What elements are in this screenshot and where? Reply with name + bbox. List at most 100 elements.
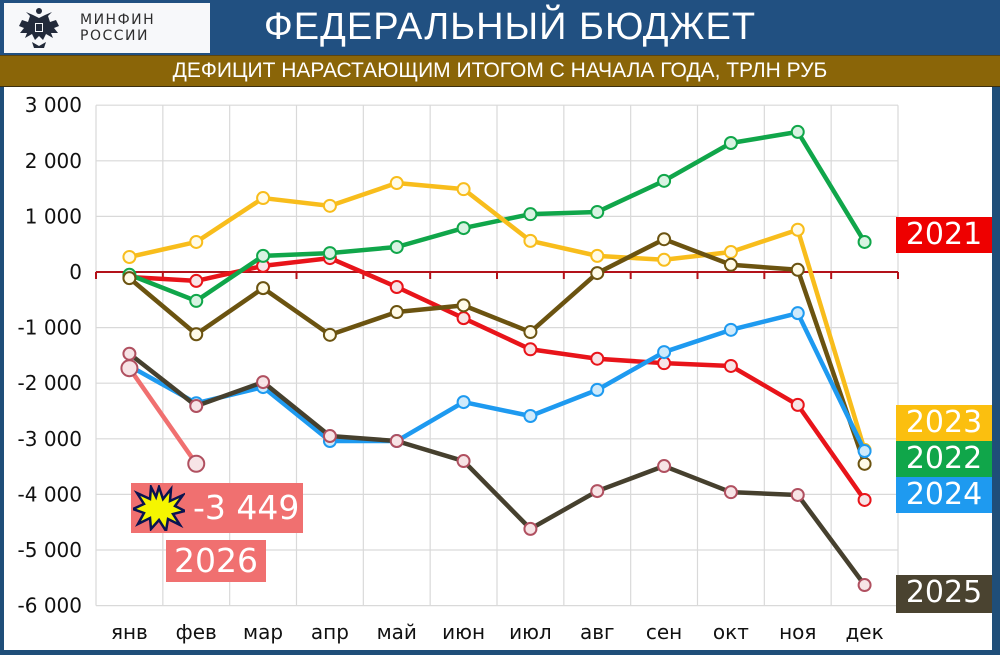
data-point-marker (590, 248, 605, 263)
series-yellow-line (122, 176, 872, 457)
logo-text: МИНФИН РОССИИ (80, 12, 155, 44)
data-point-marker (523, 521, 538, 536)
x-tick-label: май (377, 620, 417, 644)
x-tick-label: окт (713, 620, 749, 644)
annotation-value-box: -3 449 (131, 483, 303, 533)
data-point-marker (122, 271, 137, 286)
y-tick-label: 3 000 (25, 93, 82, 117)
data-point-marker (723, 485, 738, 500)
data-point-marker (523, 207, 538, 222)
data-point-marker (523, 342, 538, 357)
logo-line-1: МИНФИН (80, 12, 156, 28)
data-point-marker (723, 322, 738, 337)
data-point-marker (590, 204, 605, 219)
annotation-value: -3 449 (193, 488, 300, 527)
series-2026 (120, 359, 206, 473)
x-tick-label: авг (580, 620, 615, 644)
data-point-marker (389, 434, 404, 449)
data-point-marker (456, 395, 471, 410)
data-point-marker (523, 325, 538, 340)
data-point-marker (389, 176, 404, 191)
y-tick-label: -2 000 (18, 371, 82, 395)
data-point-marker (456, 311, 471, 326)
x-tick-label: июн (442, 620, 485, 644)
series-2025 (122, 346, 872, 593)
x-tick-label: дек (845, 620, 883, 644)
data-point-marker (590, 266, 605, 281)
series-line (127, 366, 199, 466)
data-point-marker (189, 293, 204, 308)
series-line (128, 180, 867, 451)
data-point-marker (657, 252, 672, 267)
data-point-marker (657, 345, 672, 360)
data-point-marker (120, 359, 139, 378)
series-line (128, 310, 867, 453)
data-point-marker (256, 248, 271, 263)
data-point-marker (657, 459, 672, 474)
legend-2021: 2021 (896, 217, 992, 253)
data-point-marker (456, 182, 471, 197)
page-title: ФЕДЕРАЛЬНЫЙ БЮДЖЕТ (263, 6, 757, 48)
data-point-marker (189, 273, 204, 288)
minfin-logo: МИНФИН РОССИИ (4, 3, 210, 53)
y-tick-label: -1 000 (18, 316, 82, 340)
double-headed-eagle-icon (19, 8, 59, 48)
data-point-marker (857, 444, 872, 459)
data-point-marker (189, 327, 204, 342)
data-point-marker (523, 409, 538, 424)
y-tick-label: 1 000 (25, 204, 82, 228)
chart-subtitle: ДЕФИЦИТ НАРАСТАЮЩИМ ИТОГОМ С НАЧАЛА ГОДА… (172, 59, 828, 82)
x-tick-label: сен (646, 620, 682, 644)
data-point-marker (590, 351, 605, 366)
series-line (127, 236, 867, 465)
data-point-marker (322, 429, 337, 444)
data-point-marker (122, 346, 137, 361)
data-point-marker (857, 492, 872, 507)
legend-2024: 2024 (896, 477, 992, 513)
series-line (129, 255, 867, 502)
data-point-marker (256, 375, 271, 390)
x-tick-label: апр (311, 620, 349, 644)
data-point-marker (389, 280, 404, 295)
data-point-marker (456, 298, 471, 313)
x-tick-label: фев (176, 620, 217, 644)
data-point-marker (322, 246, 337, 261)
data-point-marker (256, 281, 271, 296)
data-point-marker (857, 456, 872, 471)
data-point-marker (523, 233, 538, 248)
data-point-marker (456, 221, 471, 236)
data-point-marker (187, 454, 206, 473)
series-line (128, 129, 867, 304)
x-tick-label: мар (243, 620, 283, 644)
legend-2025: 2025 (896, 575, 992, 613)
legend-2023: 2023 (896, 405, 992, 441)
data-point-marker (122, 249, 137, 264)
data-point-marker (322, 327, 337, 342)
line-chart: 3 000 2 000 1 000 0 -1 000 -2 000 -3 000 -4 000… (18, 93, 899, 644)
series-olive-brown-line (122, 232, 872, 471)
y-tick-label: -4 000 (18, 482, 82, 506)
data-point-marker (857, 578, 872, 593)
data-point-marker (790, 397, 805, 412)
data-point-marker (723, 358, 738, 373)
data-point-marker (590, 382, 605, 397)
data-point-marker (857, 234, 872, 249)
data-point-marker (723, 244, 738, 259)
data-point-marker (590, 484, 605, 499)
data-point-marker (389, 239, 404, 254)
data-point-marker (657, 232, 672, 247)
annotation-year: 2026 (166, 540, 266, 582)
y-tick-label: 0 (69, 260, 82, 284)
data-point-marker (723, 136, 738, 151)
data-point-marker (657, 173, 672, 188)
y-tick-label: -3 000 (18, 427, 82, 451)
series-line (128, 351, 867, 587)
y-tick-label: -6 000 (18, 594, 82, 618)
data-point-marker (790, 487, 805, 502)
data-point-marker (256, 191, 271, 206)
data-point-marker (790, 124, 805, 139)
data-point-marker (723, 257, 738, 272)
y-tick-label: -5 000 (18, 538, 82, 562)
x-tick-label: ноя (779, 620, 816, 644)
data-point-marker (389, 305, 404, 320)
